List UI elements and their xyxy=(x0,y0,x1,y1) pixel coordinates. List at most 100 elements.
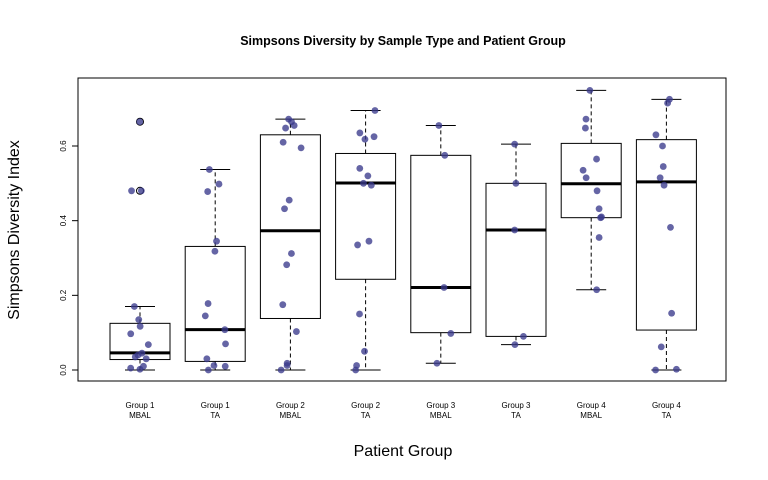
data-point xyxy=(290,122,298,129)
y-tick-label: 0.4 xyxy=(59,215,68,227)
data-point xyxy=(210,362,218,369)
data-point xyxy=(293,328,300,335)
box-body xyxy=(335,152,397,280)
data-point xyxy=(288,250,295,257)
data-point xyxy=(222,340,229,348)
box-series xyxy=(109,89,697,371)
data-point xyxy=(211,247,219,255)
data-point xyxy=(285,196,293,204)
data-point xyxy=(279,301,287,309)
data-point xyxy=(593,187,601,195)
data-point xyxy=(668,309,676,317)
box-body xyxy=(410,154,472,334)
data-point xyxy=(586,86,594,94)
chart-title: Simpsons Diversity by Sample Type and Pa… xyxy=(240,34,566,48)
data-point xyxy=(595,205,603,213)
data-point xyxy=(354,241,361,249)
x-tick-label-sample: MBAL xyxy=(580,411,602,420)
data-point xyxy=(279,138,287,146)
x-tick-label-sample: TA xyxy=(511,411,521,420)
data-point xyxy=(204,366,212,374)
box-7 xyxy=(560,89,622,291)
x-tick-label-sample: TA xyxy=(662,411,672,420)
box-body xyxy=(184,245,246,362)
x-tick-label-group: Group 3 xyxy=(502,401,531,410)
data-point xyxy=(136,322,144,330)
x-tick-label-group: Group 3 xyxy=(426,401,455,410)
data-point xyxy=(297,144,305,152)
box-6 xyxy=(485,143,547,346)
data-point xyxy=(361,135,369,143)
data-point xyxy=(365,237,373,245)
data-point xyxy=(356,165,364,172)
data-point xyxy=(201,312,209,320)
data-point xyxy=(652,131,660,139)
data-point xyxy=(281,205,288,213)
data-point xyxy=(144,341,152,349)
data-point xyxy=(356,129,364,137)
data-point xyxy=(137,187,145,195)
data-point xyxy=(128,187,135,195)
x-tick-label-group: Group 1 xyxy=(201,401,230,410)
plot-frame xyxy=(77,77,727,382)
data-point xyxy=(579,166,587,174)
data-point xyxy=(667,223,674,231)
data-point xyxy=(283,261,291,269)
box-body xyxy=(259,134,321,319)
data-point xyxy=(204,300,212,307)
data-point xyxy=(659,163,667,170)
data-point xyxy=(205,166,213,173)
data-point xyxy=(656,174,664,182)
data-point xyxy=(352,366,360,374)
data-point xyxy=(441,151,449,159)
data-point xyxy=(364,172,372,180)
box-3 xyxy=(259,118,321,371)
x-tick-label-group: Group 1 xyxy=(126,401,155,410)
data-point xyxy=(130,303,138,310)
x-tick-label-sample: MBAL xyxy=(430,411,452,420)
data-point xyxy=(593,286,601,294)
x-tick-label-sample: TA xyxy=(361,411,371,420)
data-point xyxy=(595,234,603,241)
data-point xyxy=(593,155,600,163)
box-1 xyxy=(109,117,171,371)
box-8 xyxy=(635,98,697,371)
data-point xyxy=(142,355,150,363)
data-point xyxy=(371,107,379,114)
data-point xyxy=(283,362,291,369)
data-point xyxy=(512,179,520,187)
data-point xyxy=(659,142,666,150)
box-body xyxy=(560,142,622,219)
x-tick-label-group: Group 2 xyxy=(351,401,380,410)
data-point xyxy=(215,180,223,188)
data-point xyxy=(135,316,143,323)
data-point xyxy=(360,179,367,187)
y-axis-title: Simpsons Diversity Index xyxy=(6,140,23,320)
data-point xyxy=(131,353,139,361)
data-point xyxy=(361,347,368,355)
data-point xyxy=(370,133,378,141)
data-point xyxy=(277,366,285,374)
data-point xyxy=(221,362,229,370)
x-tick-label-sample: MBAL xyxy=(280,411,302,420)
data-point xyxy=(435,122,443,129)
y-axis: 0.0 0.2 0.4 0.6 xyxy=(59,140,79,376)
y-tick-label: 0.0 xyxy=(59,364,68,376)
data-point xyxy=(511,140,519,148)
box-body xyxy=(635,139,697,331)
x-tick-label-group: Group 4 xyxy=(652,401,681,410)
x-tick-label-group: Group 2 xyxy=(276,401,305,410)
data-point xyxy=(673,365,680,373)
data-point xyxy=(511,226,519,234)
data-point xyxy=(127,364,135,372)
data-point xyxy=(657,343,665,351)
x-tick-label-group: Group 4 xyxy=(577,401,606,410)
x-tick-label-sample: MBAL xyxy=(129,411,151,420)
data-point xyxy=(447,330,455,337)
box-4 xyxy=(335,110,397,371)
data-point xyxy=(136,365,144,373)
data-point xyxy=(213,237,220,245)
data-point xyxy=(367,181,375,189)
data-point xyxy=(652,366,659,374)
